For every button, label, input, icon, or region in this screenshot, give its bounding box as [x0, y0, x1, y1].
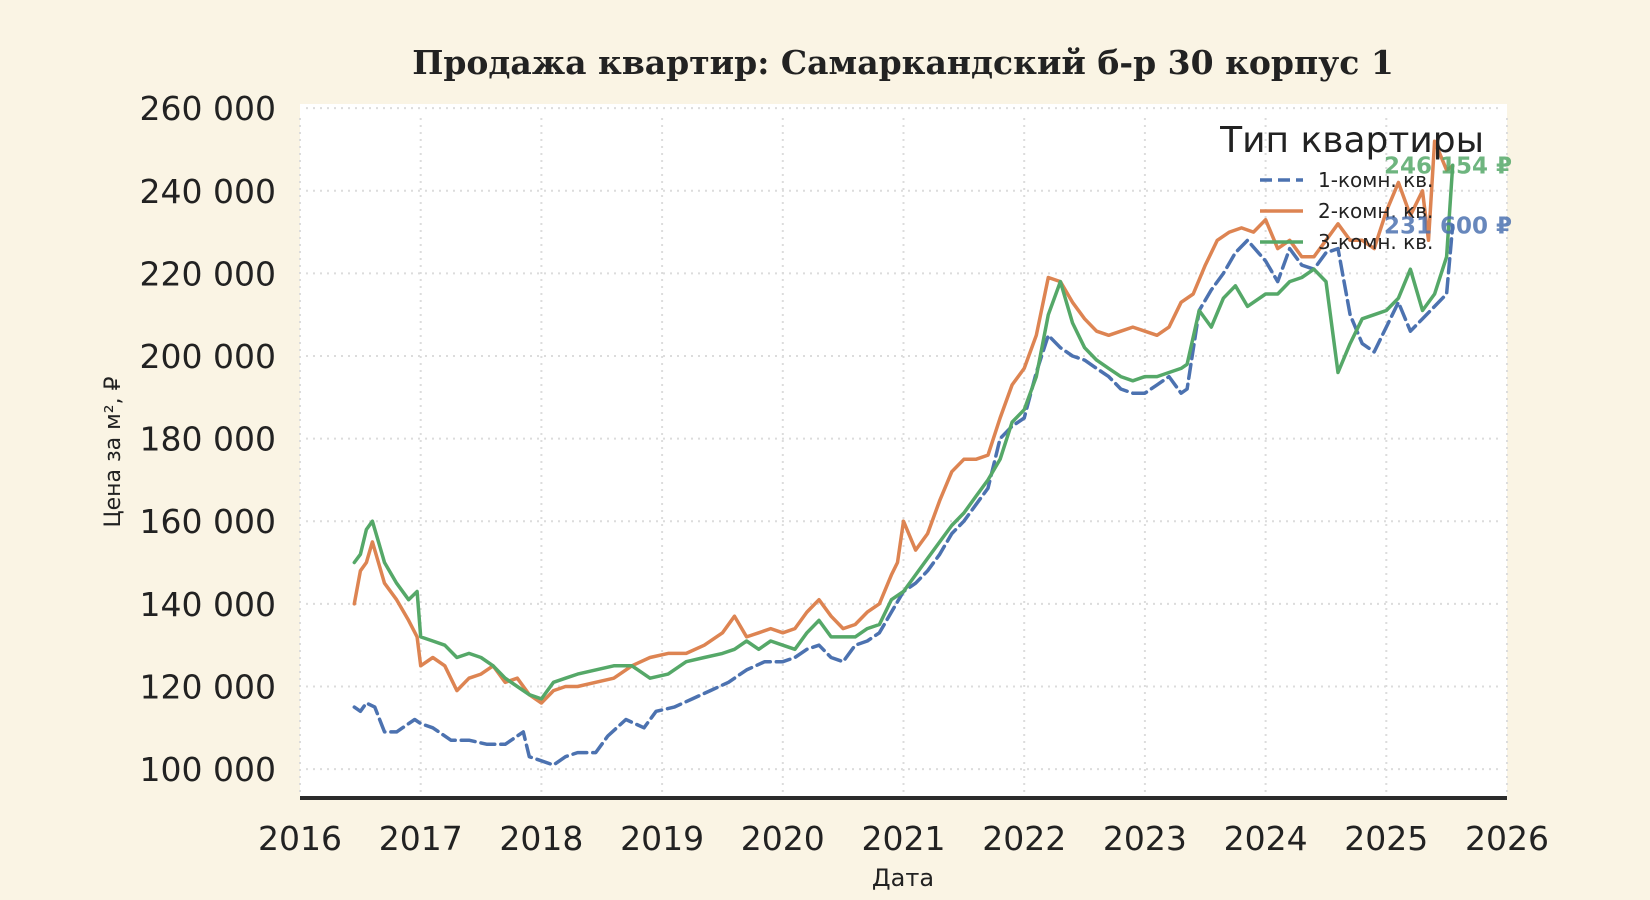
y-tick-label: 120 000: [140, 667, 276, 706]
x-tick-label: 2026: [1465, 819, 1549, 858]
legend-label: 2-комн. кв.: [1318, 199, 1433, 223]
legend-label: 3-комн. кв.: [1318, 230, 1433, 254]
y-axis-label: Цена за м², ₽: [101, 376, 126, 527]
x-tick-label: 2018: [499, 819, 583, 858]
x-axis-label: Дата: [872, 864, 934, 892]
y-tick-label: 100 000: [140, 750, 276, 789]
x-tick-label: 2022: [982, 819, 1066, 858]
series-line-1: [352, 223, 1455, 767]
series-line-3: [352, 163, 1455, 701]
y-tick-label: 220 000: [140, 254, 276, 293]
legend-title: Тип квартиры: [1219, 120, 1484, 161]
grid: [299, 107, 1508, 794]
legend: Тип квартиры 1-комн. кв. 2-комн. кв. 3-ком…: [1219, 120, 1484, 254]
legend-label: 1-комн. кв.: [1318, 168, 1433, 192]
x-tick-label: 2019: [620, 819, 704, 858]
legend-items: 1-комн. кв. 2-комн. кв. 3-комн. кв.: [1260, 168, 1433, 254]
x-tick-label: 2021: [862, 819, 946, 858]
chart-title: Продажа квартир: Самаркандский б-р 30 ко…: [412, 43, 1394, 82]
x-tick-label: 2020: [741, 819, 825, 858]
x-tick-labels: 2016 2017 2018 2019 2020 2021 2022 2023 2024 2025…: [258, 819, 1549, 858]
end-labels: 231 600 ₽ 246 154 ₽: [1384, 153, 1512, 239]
plot-area: [300, 104, 1507, 798]
y-tick-label: 160 000: [140, 502, 276, 541]
end-value-label: 246 154 ₽: [1384, 153, 1512, 179]
y-tick-label: 240 000: [140, 172, 276, 211]
y-tick-label: 180 000: [140, 420, 276, 459]
x-tick-label: 2016: [258, 819, 342, 858]
end-value-label: 231 600 ₽: [1384, 213, 1512, 239]
y-tick-label: 140 000: [140, 585, 276, 624]
x-tick-label: 2017: [379, 819, 463, 858]
x-tick-label: 2025: [1344, 819, 1428, 858]
y-tick-labels: 100 000 120 000 140 000 160 000 180 000 200 0…: [140, 89, 276, 789]
y-tick-label: 260 000: [140, 89, 276, 128]
x-tick-label: 2023: [1103, 819, 1187, 858]
y-tick-label: 200 000: [140, 337, 276, 376]
x-tick-label: 2024: [1224, 819, 1308, 858]
